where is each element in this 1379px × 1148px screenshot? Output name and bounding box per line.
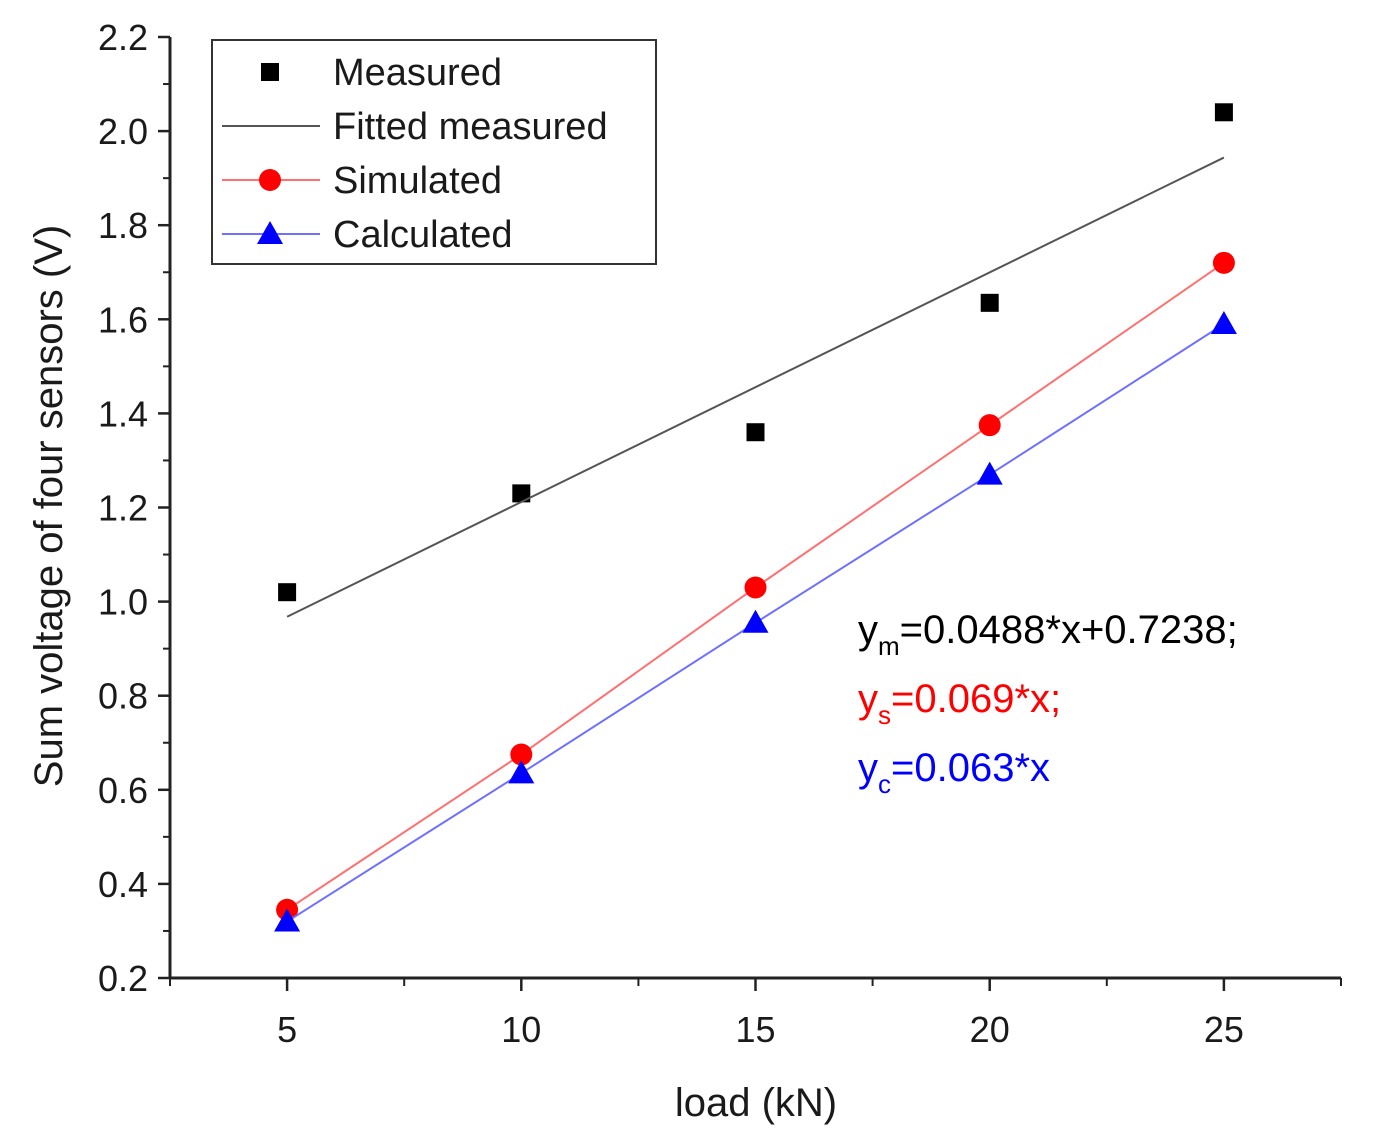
measured-point xyxy=(1214,103,1233,122)
y-tick-label: 2.2 xyxy=(98,17,148,58)
x-tick-label: 15 xyxy=(735,1009,775,1050)
x-tick-label: 25 xyxy=(1204,1009,1244,1050)
x-tick-label: 20 xyxy=(970,1009,1010,1050)
legend-marker xyxy=(261,63,279,81)
y-tick-label: 1.2 xyxy=(98,488,148,529)
y-tick-label: 0.4 xyxy=(98,864,148,905)
y-tick-label: 1.6 xyxy=(98,299,148,340)
x-tick-label: 5 xyxy=(277,1009,297,1050)
measured-point xyxy=(512,484,531,503)
calculated-point xyxy=(508,760,535,784)
fitted-measured-line xyxy=(286,156,1225,618)
legend-item-measured: Measured xyxy=(261,52,502,94)
calculated-point xyxy=(742,609,769,633)
y-tick-label: 1.0 xyxy=(98,582,148,623)
series-measured xyxy=(278,103,1233,602)
plot-area xyxy=(274,103,1237,932)
equations: ym=0.0488*x+0.7238; ys=0.069*x; yc=0.063*x xyxy=(858,608,1238,799)
y-axis-label: Sum voltage of four sensors (V) xyxy=(27,225,71,787)
series-fitted-measured xyxy=(286,156,1225,618)
legend-label: Measured xyxy=(333,52,502,94)
y-tick-label: 0.6 xyxy=(98,770,148,811)
equation-c: yc=0.063*x xyxy=(858,746,1050,799)
series-calculated xyxy=(274,311,1237,932)
calculated-point xyxy=(274,908,301,932)
legend-label: Fitted measured xyxy=(333,106,608,148)
x-tick-label: 10 xyxy=(501,1009,541,1050)
y-tick-label: 0.8 xyxy=(98,676,148,717)
legend-frame xyxy=(211,39,657,265)
legend-item-calculated: Calculated xyxy=(222,214,513,256)
equation-s: ys=0.069*x; xyxy=(858,677,1061,730)
simulated-point xyxy=(744,576,767,599)
calculated-point xyxy=(1210,311,1237,335)
y-tick-label: 1.4 xyxy=(98,393,148,434)
axes: 0.2 0.4 0.6 0.8 1.0 1.2 1.4 1.6 1.8 2.0 2.2 5 10 15 20… xyxy=(98,17,1342,1050)
legend-item-simulated: Simulated xyxy=(222,160,502,202)
legend: Measured Fitted measured Simulated Calculat… xyxy=(211,39,657,265)
series-simulated xyxy=(276,251,1235,921)
legend-label: Simulated xyxy=(333,160,502,202)
x-axis-label: load (kN) xyxy=(675,1081,837,1125)
measured-point xyxy=(746,423,765,442)
measured-point xyxy=(980,293,999,312)
y-tick-label: 2.0 xyxy=(98,111,148,152)
legend-item-fitted-measured: Fitted measured xyxy=(222,106,608,148)
simulated-point xyxy=(510,743,533,766)
calculated-point xyxy=(976,461,1003,485)
legend-marker xyxy=(259,169,281,191)
y-tick-label: 0.2 xyxy=(98,958,148,999)
simulated-point xyxy=(978,414,1001,437)
equation-m: ym=0.0488*x+0.7238; xyxy=(858,608,1238,661)
y-tick-label: 1.8 xyxy=(98,205,148,246)
legend-marker xyxy=(257,221,283,244)
legend-label: Calculated xyxy=(333,214,513,256)
measured-point xyxy=(278,583,297,602)
simulated-point xyxy=(1212,251,1235,274)
